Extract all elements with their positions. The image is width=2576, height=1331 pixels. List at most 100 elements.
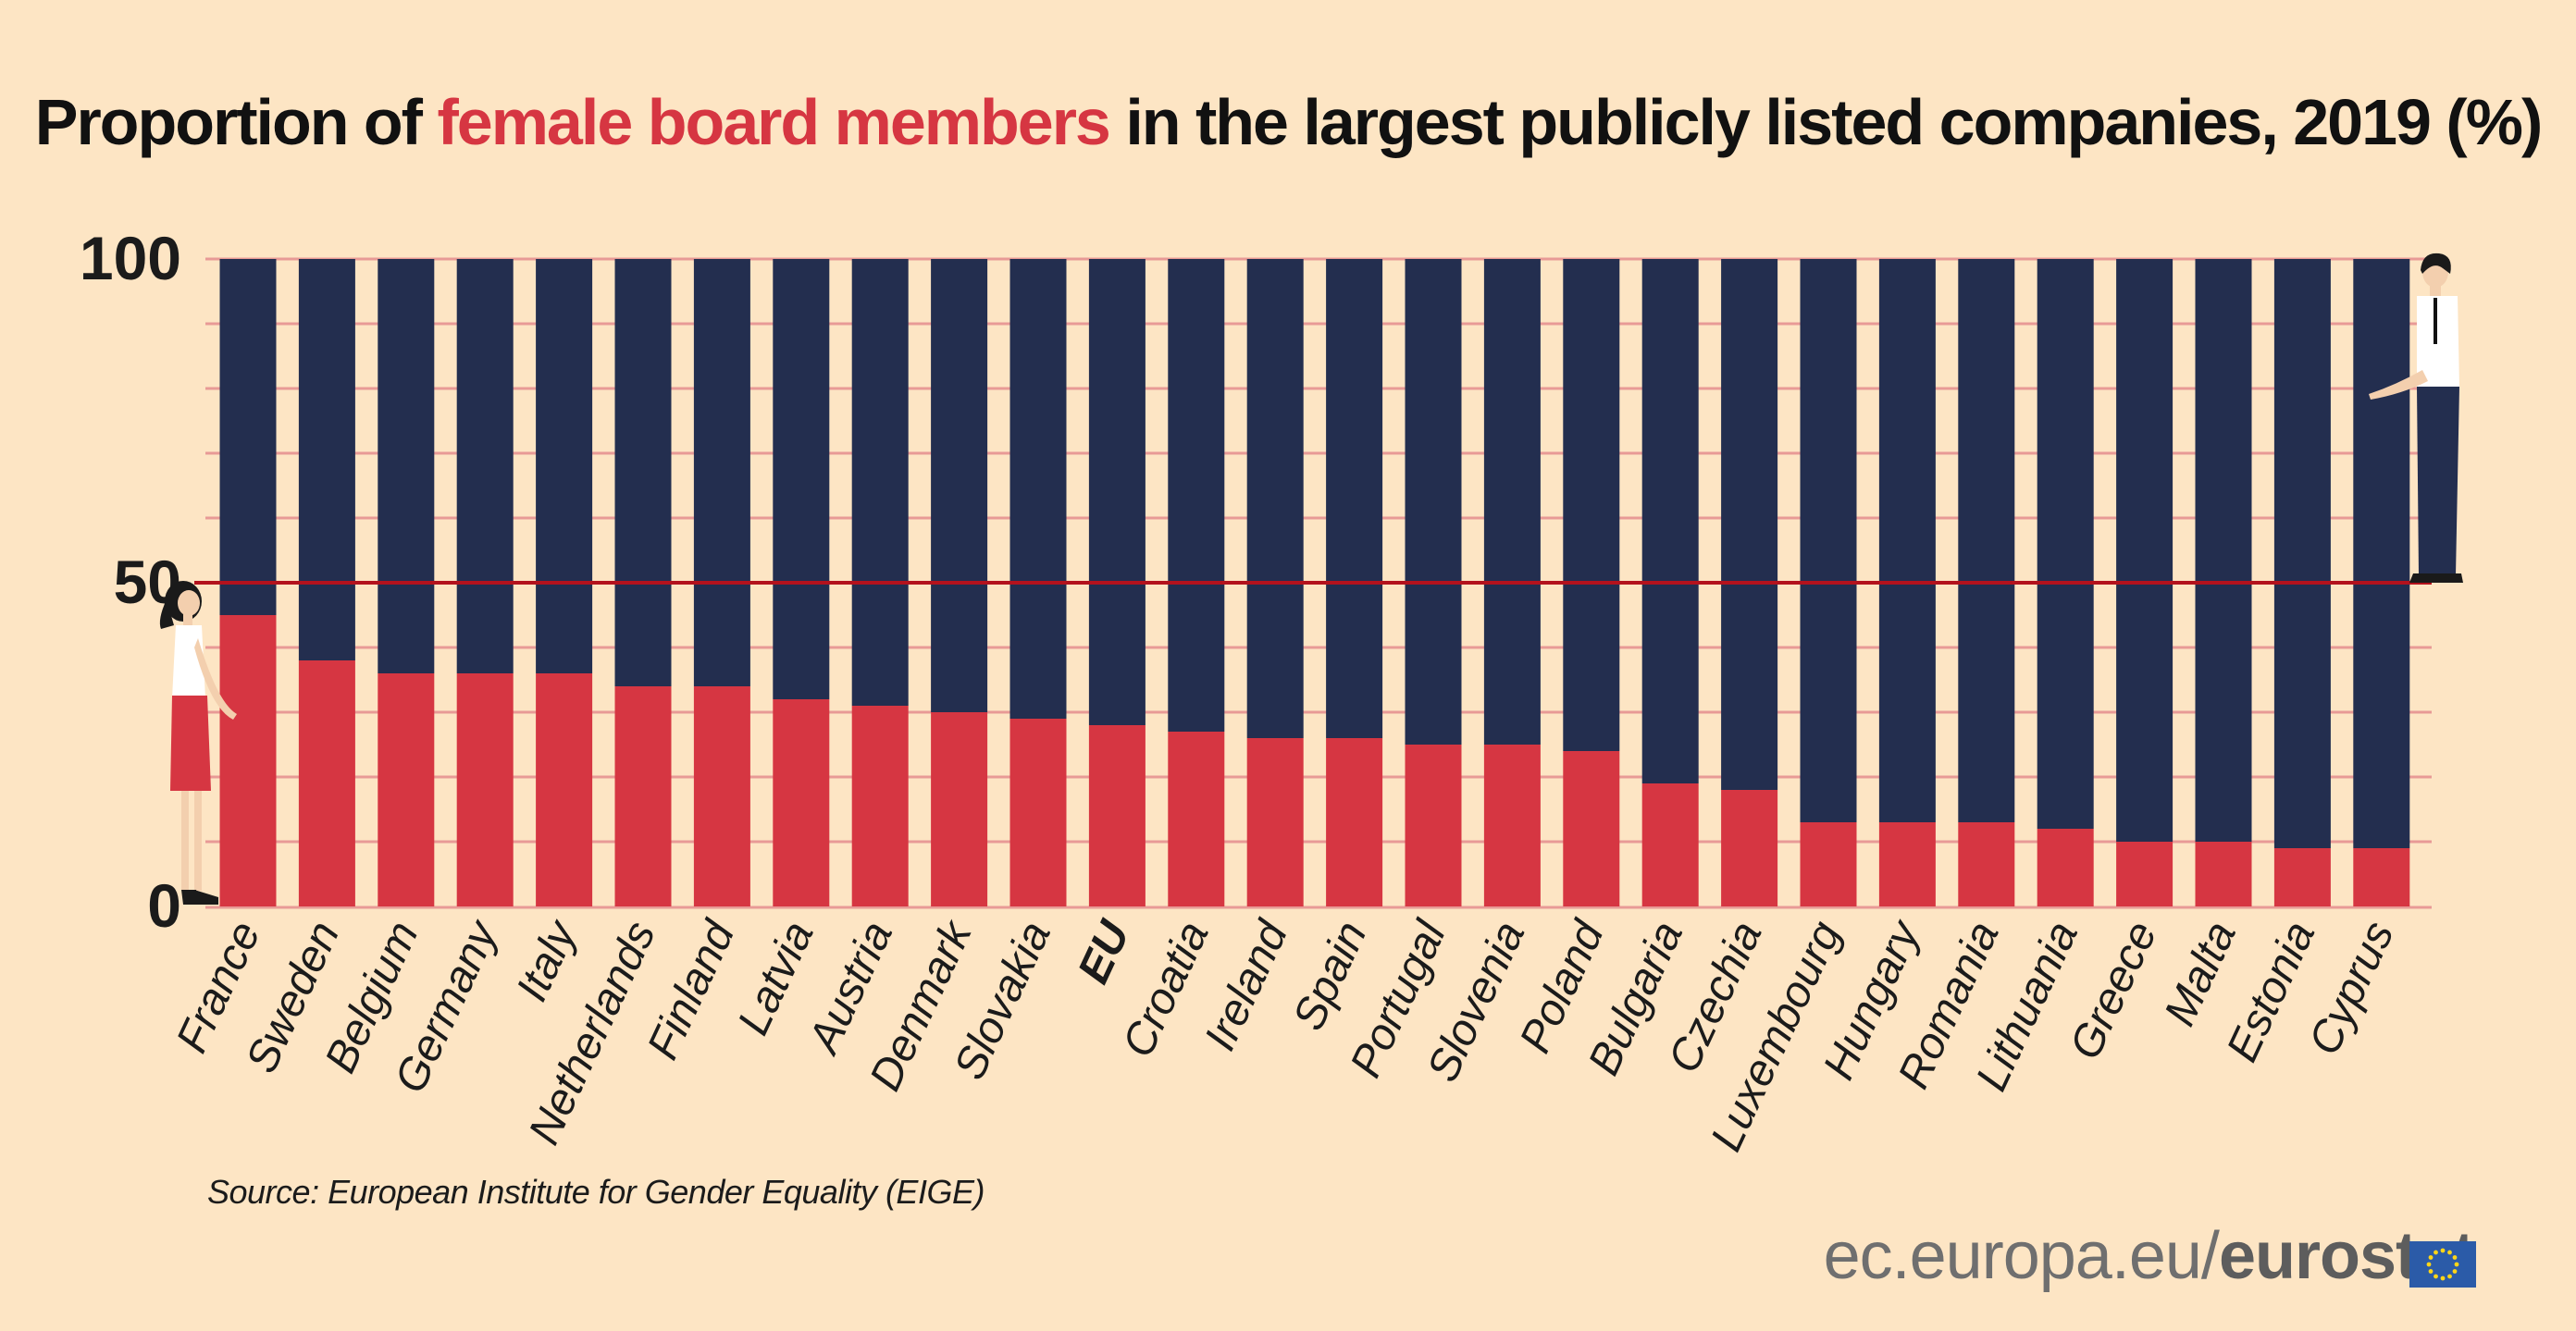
bar-group (2116, 259, 2174, 906)
bar-female-poland (1563, 751, 1620, 906)
bar-group (693, 259, 750, 906)
bar-female-germany (456, 673, 514, 906)
bar-group (2037, 259, 2094, 906)
flag-star (2428, 1255, 2434, 1260)
flag-star (2452, 1255, 2458, 1260)
bar-male-austria (851, 259, 909, 706)
flag-star (2447, 1250, 2452, 1255)
bar-female-portugal (1405, 745, 1462, 906)
flag-star (2426, 1262, 2432, 1267)
bar-female-belgium (378, 673, 435, 906)
title-part-2: in the largest publicly listed companies… (1108, 86, 2543, 158)
bar-male-ireland (1246, 259, 1304, 738)
x-tick-label: EU (1069, 913, 1140, 991)
bar-female-estonia (2273, 848, 2331, 906)
bar-male-croatia (1168, 259, 1225, 732)
flag-star (2440, 1276, 2446, 1281)
bar-male-cyprus (2353, 259, 2410, 848)
bar-female-croatia (1168, 732, 1225, 906)
eurostat-brand[interactable]: ec.europa.eu/eurostat (1824, 1223, 2475, 1289)
woman-figure-icon (159, 581, 237, 905)
bar-male-sweden (298, 259, 355, 660)
bar-male-bulgaria (1641, 259, 1699, 783)
bar-female-italy (536, 673, 593, 906)
bar-group (2195, 259, 2252, 906)
bar-group (378, 259, 435, 906)
bar-male-france (219, 259, 277, 615)
bars (219, 259, 2410, 906)
bar-female-ireland (1246, 738, 1304, 906)
flag-star (2428, 1269, 2434, 1274)
bar-male-czechia (1721, 259, 1778, 790)
y-tick-label: 100 (80, 224, 181, 292)
bar-male-italy (536, 259, 593, 673)
bar-group (1483, 259, 1541, 906)
bar-female-bulgaria (1641, 783, 1699, 906)
bar-male-slovakia (1009, 259, 1067, 719)
bar-female-spain (1326, 738, 1383, 906)
bar-male-lithuania (2037, 259, 2094, 829)
bar-male-luxembourg (1800, 259, 1857, 822)
bar-group (1563, 259, 1620, 906)
bar-female-sweden (298, 660, 355, 906)
bar-female-czechia (1721, 790, 1778, 906)
bar-group (1246, 259, 1304, 906)
x-tick-label: Italy (507, 912, 588, 1009)
bar-female-france (219, 615, 277, 906)
bar-male-romania (1958, 259, 2015, 822)
bar-group (1168, 259, 1225, 906)
bar-female-finland (693, 686, 750, 906)
title-part-1: Proportion of (34, 86, 438, 158)
bar-group (1958, 259, 2015, 906)
bar-male-belgium (378, 259, 435, 673)
bar-male-spain (1326, 259, 1383, 738)
bar-male-denmark (931, 259, 988, 712)
bar-female-hungary (1878, 822, 1936, 906)
bar-group (536, 259, 593, 906)
bar-female-romania (1958, 822, 2015, 906)
title-highlight: female board members (437, 86, 1110, 158)
flag-star (2447, 1274, 2452, 1279)
bar-female-lithuania (2037, 829, 2094, 906)
bar-female-latvia (773, 699, 830, 906)
bar-female-austria (851, 706, 909, 906)
bar-group (931, 259, 988, 906)
bar-group (1721, 259, 1778, 906)
chart-title: Proportion of female board members in th… (0, 85, 2576, 159)
bar-group (2273, 259, 2331, 906)
bar-male-hungary (1878, 259, 1936, 822)
y-tick-label: 0 (147, 871, 181, 940)
bar-male-poland (1563, 259, 1620, 751)
bar-female-malta (2195, 842, 2252, 906)
bar-group (1088, 259, 1146, 906)
bar-group (1800, 259, 1857, 906)
bar-group (298, 259, 355, 906)
bar-female-denmark (931, 712, 988, 906)
bar-male-portugal (1405, 259, 1462, 745)
flag-star (2434, 1274, 2438, 1279)
bar-female-greece (2116, 842, 2174, 906)
bar-male-latvia (773, 259, 830, 699)
bar-female-netherlands (614, 686, 672, 906)
bar-group (1405, 259, 1462, 906)
bar-female-cyprus (2353, 848, 2410, 906)
flag-star (2454, 1262, 2459, 1267)
bar-male-finland (693, 259, 750, 686)
bar-male-slovenia (1483, 259, 1541, 745)
brand-domain: ec.europa.eu/ (1823, 1219, 2220, 1293)
bar-group (1326, 259, 1383, 906)
bar-female-luxembourg (1800, 822, 1857, 906)
bar-group (1641, 259, 1699, 906)
bar-male-malta (2195, 259, 2252, 842)
bar-group (1878, 259, 1936, 906)
bar-male-eu (1088, 259, 1146, 725)
bar-group (614, 259, 672, 906)
bar-female-eu (1088, 725, 1146, 906)
bar-female-slovakia (1009, 719, 1067, 906)
bar-group (773, 259, 830, 906)
man-figure-icon (2369, 253, 2463, 583)
flag-star (2452, 1269, 2458, 1274)
bar-male-netherlands (614, 259, 672, 686)
